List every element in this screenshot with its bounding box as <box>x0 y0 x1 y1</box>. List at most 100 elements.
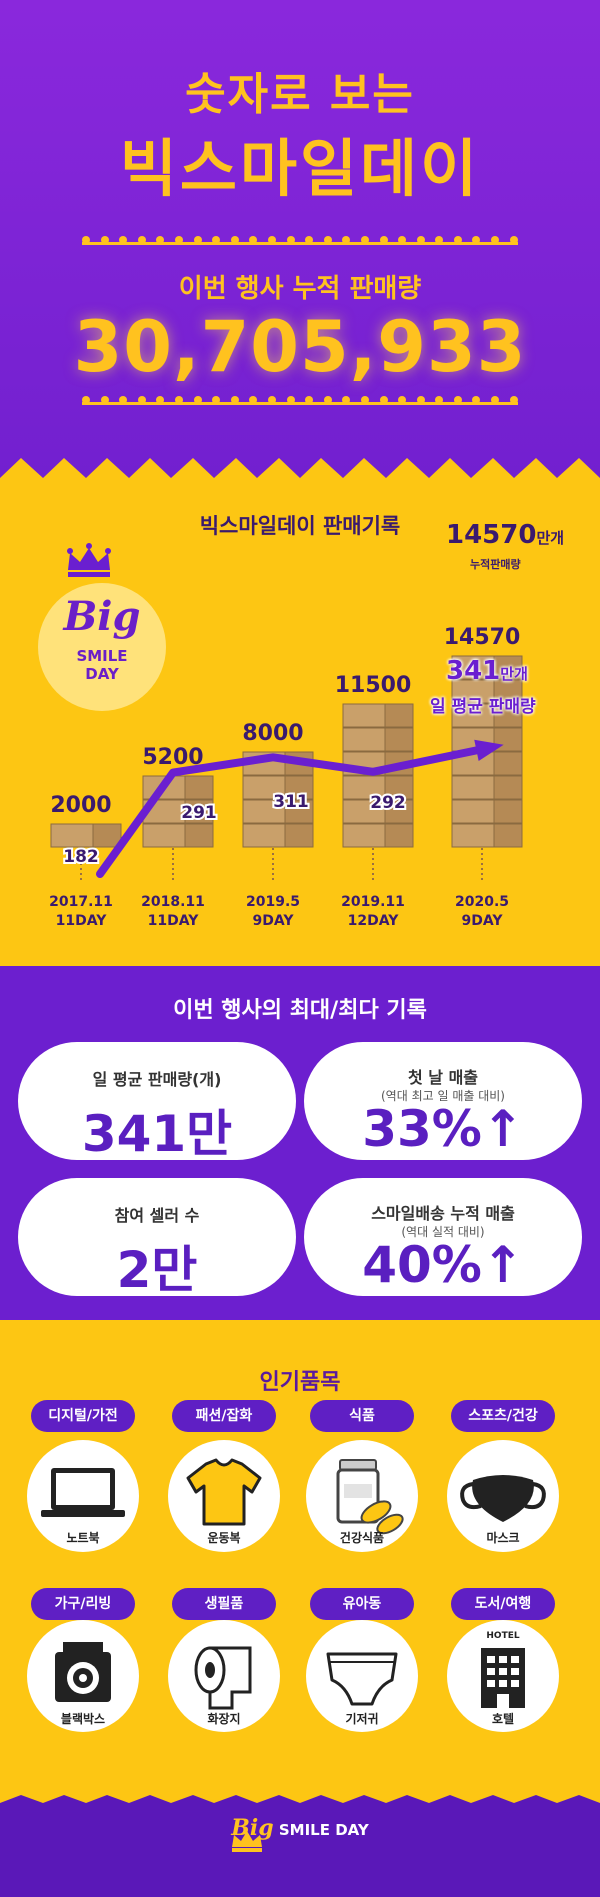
bar-box <box>242 799 314 824</box>
x-tick-label: 12DAY <box>348 913 400 929</box>
bar-box <box>451 775 523 800</box>
x-tick-label: 9DAY <box>462 913 504 929</box>
dashcam-icon <box>55 1642 111 1702</box>
chart-background <box>0 458 600 990</box>
item-label: 블랙박스 <box>60 1712 106 1726</box>
item-circle <box>168 1440 280 1552</box>
record-card-smile-delivery: 스마일배송 누적 매출 (역대 실적 대비) 40%↑ <box>304 1178 582 1296</box>
item-circle <box>27 1440 139 1552</box>
footer-logo: Big SMILE DAY <box>0 1815 600 1841</box>
record-value: 341만 <box>81 1105 233 1163</box>
x-tick-label: 11DAY <box>148 913 200 929</box>
bar-box <box>50 823 122 848</box>
record-card-sellers: 참여 셀러 수 2만 <box>18 1178 296 1299</box>
hero-subtitle: 이번 행사 누적 판매량 <box>178 274 422 304</box>
bar-box <box>342 799 414 824</box>
crown-icon <box>67 543 111 577</box>
diaper-icon <box>326 1652 398 1706</box>
record-value: 2만 <box>116 1241 198 1299</box>
item-circle <box>306 1620 418 1732</box>
bar-box <box>342 823 414 848</box>
x-tick-label: 2018.11 <box>141 894 205 910</box>
dotted-divider-bottom <box>82 396 518 410</box>
line-value-label: 311 <box>273 792 309 812</box>
logo-smile-day-text: SMILE DAY <box>38 647 166 683</box>
big-smile-day-logo: Big SMILE DAY <box>38 583 166 711</box>
record-card-first-day: 첫 날 매출 (역대 최고 일 매출 대비) 33%↑ <box>304 1042 582 1160</box>
bar-value-label: 8000 <box>242 721 303 746</box>
x-tick-label: 11DAY <box>56 913 108 929</box>
category-badge: 유아동 <box>310 1588 414 1620</box>
category-badge: 디지털/가전 <box>31 1400 135 1432</box>
category-badge: 스포츠/건강 <box>451 1400 555 1432</box>
bar-box <box>242 775 314 800</box>
category-badge: 도서/여행 <box>451 1588 555 1620</box>
item-label: 마스크 <box>486 1531 520 1545</box>
record-label: 참여 셀러 수 <box>114 1206 200 1225</box>
record-label: 스마일배송 누적 매출 <box>371 1204 515 1223</box>
line-value-label: 182 <box>63 847 99 867</box>
bar-box <box>342 775 414 800</box>
line-value-label: 291 <box>181 803 217 823</box>
drop-lines <box>80 848 483 880</box>
record-label: 일 평균 판매량(개) <box>92 1070 222 1089</box>
bar-value-label: 14570 <box>444 625 521 650</box>
chart-title: 빅스마일데이 판매기록 <box>199 514 401 538</box>
footer <box>0 1795 600 1897</box>
peak-caption: 누적판매량 <box>470 558 521 571</box>
x-tick-label: 2019.11 <box>341 894 405 910</box>
bar-box <box>451 823 523 848</box>
record-card-daily-avg: 일 평균 판매량(개) 341만 <box>18 1042 296 1163</box>
peak-unit: 만개 <box>536 529 565 547</box>
peak-value: 14570 <box>446 520 537 550</box>
item-circle <box>447 1440 559 1552</box>
logo-smile: SMILE <box>76 647 128 665</box>
item-label: 노트북 <box>66 1531 100 1545</box>
item-circle <box>27 1620 139 1732</box>
trend-line <box>96 744 492 878</box>
daily-unit: 만개 <box>500 665 528 683</box>
trend-arrow-head <box>474 739 504 761</box>
bar-box <box>342 703 414 728</box>
x-tick-label: 2017.11 <box>49 894 113 910</box>
hotel-icon <box>481 1648 525 1708</box>
category-badge: 생필품 <box>172 1588 276 1620</box>
category-badge: 식품 <box>310 1400 414 1432</box>
dotted-divider-top <box>82 236 518 250</box>
peak-value-label: 14570만개 <box>446 520 564 550</box>
bar-box <box>451 703 523 728</box>
daily-value: 341 <box>446 656 501 686</box>
tshirt-icon <box>186 1458 262 1526</box>
mask-icon <box>460 1475 546 1522</box>
x-tick-label: 9DAY <box>253 913 295 929</box>
bar-value-label: 2000 <box>50 793 111 818</box>
hero-total-number: 30,705,933 <box>73 306 527 388</box>
record-sublabel: (역대 최고 일 매출 대비) <box>381 1089 505 1103</box>
item-label: 화장지 <box>207 1712 241 1726</box>
category-badge: 패션/잡화 <box>172 1400 276 1432</box>
bar-box <box>342 727 414 752</box>
toilet-paper-icon <box>194 1646 252 1710</box>
footer-logo-big: Big <box>231 1815 274 1841</box>
bar-value-label: 11500 <box>335 673 412 698</box>
bar-box <box>451 679 523 704</box>
popular-title: 인기품목 <box>259 1370 341 1395</box>
footer-logo-text: SMILE DAY <box>278 1821 369 1839</box>
record-sublabel: (역대 실적 대비) <box>401 1225 485 1239</box>
bar-box <box>451 799 523 824</box>
bar-box <box>451 727 523 752</box>
daily-caption: 일 평균 판매량 <box>430 697 536 717</box>
bar-value-label: 5200 <box>142 745 203 770</box>
bar-box <box>451 655 523 680</box>
x-tick-label: 2019.5 <box>246 894 300 910</box>
category-badge: 가구/리빙 <box>31 1588 135 1620</box>
x-tick-label: 2020.5 <box>455 894 509 910</box>
record-value: 40%↑ <box>362 1236 524 1294</box>
item-label: 운동복 <box>207 1531 241 1545</box>
laptop-icon <box>41 1468 125 1517</box>
line-value-label: 292 <box>370 793 406 813</box>
hero-title-line2: 빅스마일데이 <box>119 132 481 205</box>
hero-title-line1: 숫자로 보는 <box>185 69 415 120</box>
item-label: 기저귀 <box>345 1712 379 1726</box>
item-label: 건강식품 <box>339 1531 385 1545</box>
